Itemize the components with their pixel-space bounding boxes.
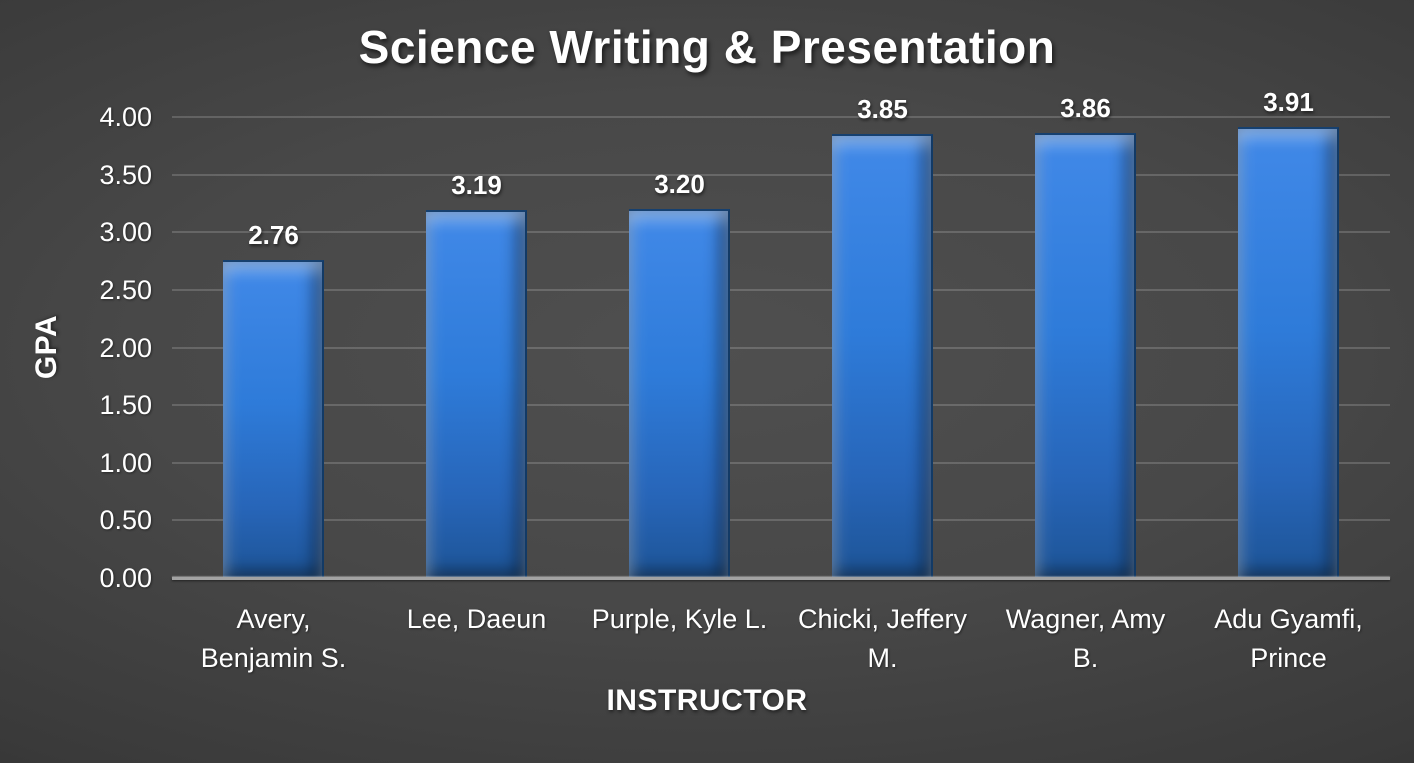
x-category-line: Wagner, Amy <box>1005 604 1166 634</box>
y-tick-label: 0.00 <box>99 563 152 593</box>
x-category-line: Lee, Daeun <box>406 604 547 634</box>
plot-area <box>172 116 1390 580</box>
x-category-line: Avery, <box>236 604 311 634</box>
y-tick-label: 1.00 <box>99 447 152 478</box>
x-axis-line <box>172 577 1390 580</box>
gridline <box>172 461 1390 464</box>
y-tick-label: 1.50 <box>99 390 152 421</box>
bar-value-label: 3.86 <box>1060 93 1111 124</box>
y-tick-label: 2.50 <box>99 274 152 305</box>
x-category-line: B. <box>1072 643 1099 673</box>
bar-3 <box>629 209 730 578</box>
x-category-line: Prince <box>1250 643 1327 673</box>
x-category-label: Lee, Daeun <box>355 600 599 639</box>
gridline <box>172 346 1390 349</box>
bar-value-label: 3.85 <box>857 94 908 125</box>
x-category-label: Wagner, Amy B. <box>964 600 1208 678</box>
bar-5 <box>1035 133 1136 578</box>
bar-2 <box>426 210 527 578</box>
x-axis-title: INSTRUCTOR <box>606 684 808 717</box>
x-category-label: Adu Gyamfi, Prince <box>1167 600 1411 678</box>
bar-1 <box>223 259 324 578</box>
gridline <box>172 173 1390 176</box>
bar-value-label: 2.76 <box>248 219 299 250</box>
bar-6 <box>1238 127 1339 578</box>
gridline <box>172 404 1390 407</box>
y-tick-label: 3.50 <box>99 159 152 190</box>
gridline <box>172 116 1390 118</box>
y-tick-label: 2.00 <box>99 332 152 363</box>
bar-value-label: 3.91 <box>1263 87 1314 118</box>
x-category-label: Avery, Benjamin S. <box>152 600 396 678</box>
x-category-line: Chicki, Jeffery <box>797 604 968 634</box>
bar-value-label: 3.19 <box>451 170 502 201</box>
bar-value-label: 3.20 <box>654 169 705 200</box>
x-category-label: Purple, Kyle L. <box>558 600 802 639</box>
y-tick-label: 4.00 <box>99 102 152 132</box>
gridline <box>172 231 1390 234</box>
gridline <box>172 288 1390 291</box>
x-category-line: M. <box>867 643 898 673</box>
y-tick-label: 0.50 <box>99 505 152 536</box>
x-category-line: Purple, Kyle L. <box>591 604 768 634</box>
y-tick-label: 3.00 <box>99 217 152 248</box>
gridline <box>172 519 1390 522</box>
chart-title: Science Writing & Presentation <box>358 21 1056 73</box>
bar-4 <box>832 134 933 578</box>
x-category-label: Chicki, Jeffery M. <box>761 600 1005 678</box>
x-category-line: Benjamin S. <box>200 643 347 673</box>
x-category-line: Adu Gyamfi, <box>1214 604 1363 634</box>
